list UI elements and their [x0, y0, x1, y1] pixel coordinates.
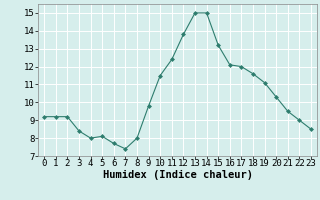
X-axis label: Humidex (Indice chaleur): Humidex (Indice chaleur) [103, 170, 252, 180]
